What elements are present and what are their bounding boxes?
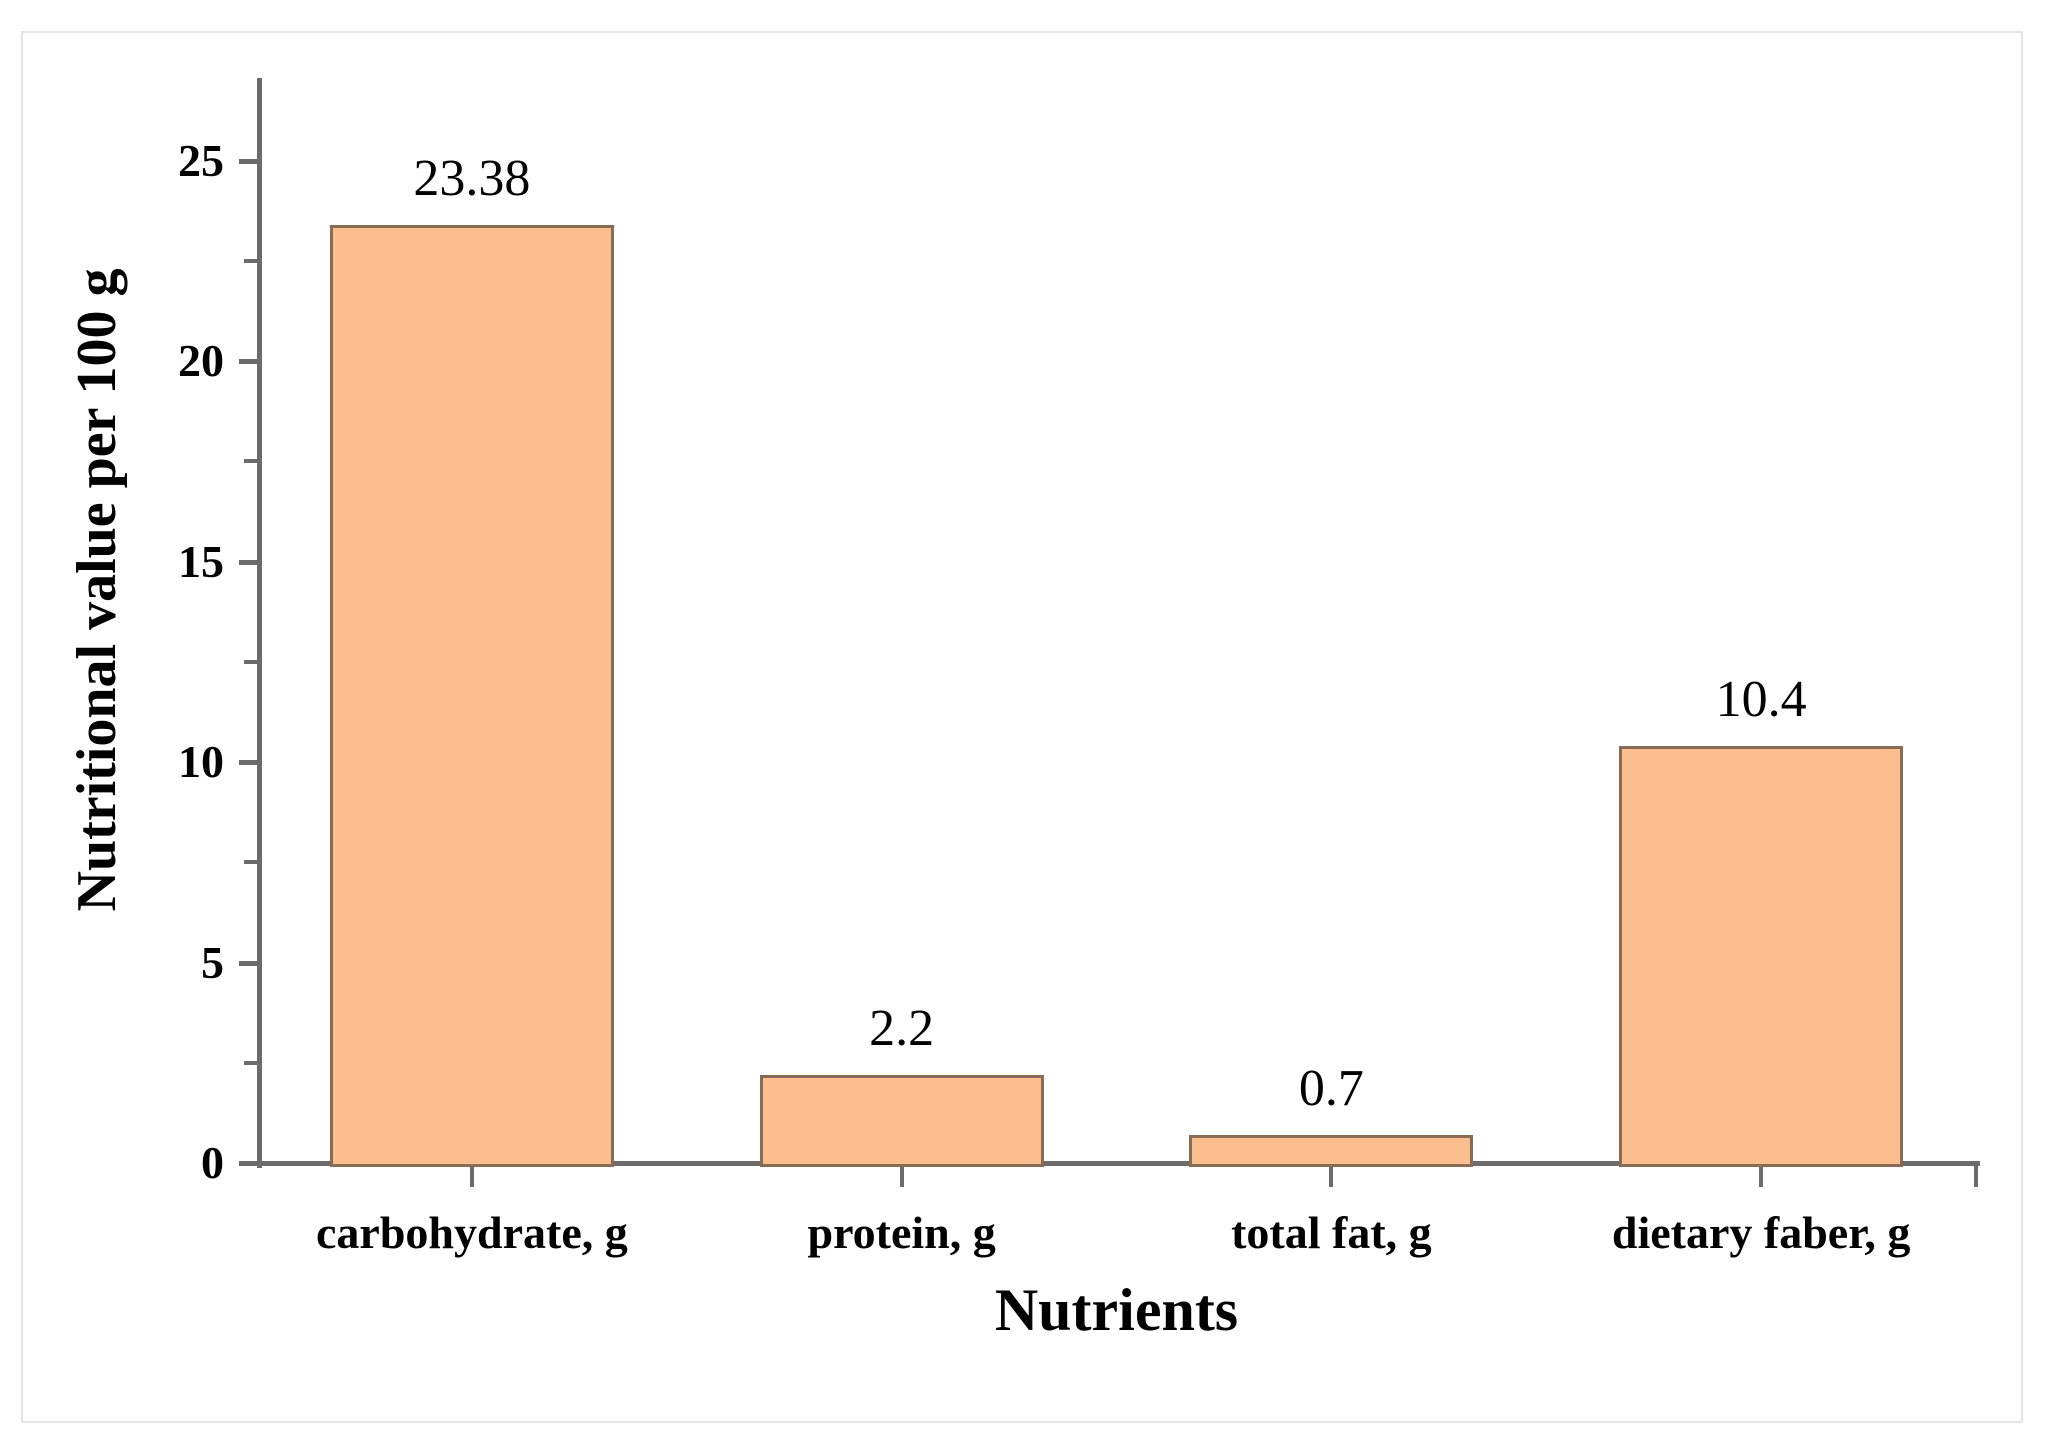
y-minor-tick [244,860,258,865]
category-label: protein, g [807,1207,996,1258]
y-axis-line [257,78,262,1168]
x-axis-line [257,1161,1980,1166]
y-major-tick [239,559,258,565]
bar [329,225,614,1167]
y-minor-tick [244,459,258,464]
bar [1619,745,1904,1167]
x-axis-end-tick [1974,1163,1978,1187]
y-tick-label: 15 [178,535,224,587]
category-label: dietary faber, g [1611,1207,1911,1258]
x-tick [1329,1163,1334,1187]
x-axis-title: Nutrients [994,1277,1239,1343]
y-tick-label: 20 [178,335,224,386]
y-major-tick [239,158,258,164]
y-tick-label: 10 [178,736,224,787]
bar [1189,1134,1474,1167]
category-label: total fat, g [1231,1207,1432,1258]
y-minor-tick [244,258,258,263]
y-major-tick [239,1161,258,1166]
y-tick-label: 5 [201,936,224,988]
bar-value-label: 10.4 [1715,670,1807,728]
y-major-tick [239,359,258,364]
x-tick [1759,1163,1764,1187]
figure-frame [21,31,2023,1423]
x-tick [899,1163,904,1187]
x-tick [469,1163,474,1187]
y-minor-tick [244,1060,258,1065]
bar-value-label: 2.2 [869,999,935,1057]
y-tick-label: 0 [201,1137,224,1188]
y-minor-tick [244,659,258,664]
y-major-tick [239,760,258,765]
bar [759,1074,1044,1167]
bar-value-label: 0.7 [1298,1059,1364,1117]
bar-value-label: 23.38 [413,150,531,208]
y-major-tick [239,960,258,966]
y-tick-label: 25 [178,134,224,186]
category-label: carbohydrate, g [316,1207,628,1258]
